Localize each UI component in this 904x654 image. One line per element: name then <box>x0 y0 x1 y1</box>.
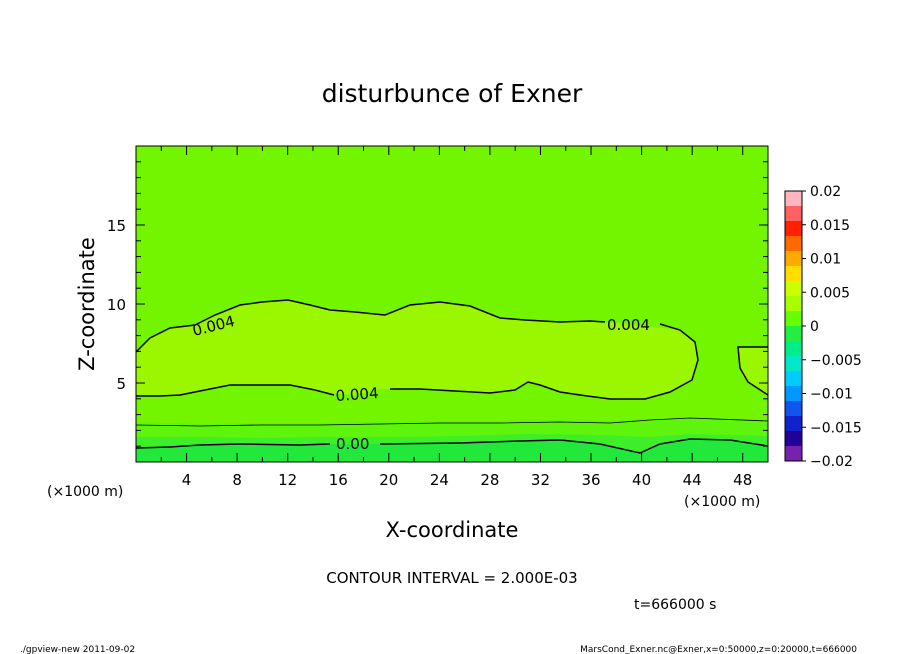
contour-interval: CONTOUR INTERVAL = 2.000E-03 <box>326 569 577 587</box>
colorbar-swatch <box>785 371 802 387</box>
colorbar-swatch <box>785 356 802 372</box>
footer-left: ./gpview-new 2011-09-02 <box>20 645 135 654</box>
colorbar: 0.02 0.015 0.01 0.005 0 −0.005 −0.01 −0.015 −0.0… <box>784 184 862 470</box>
colorbar-label: −0.015 <box>810 420 862 436</box>
y-tick-label: 10 <box>107 296 126 314</box>
plot-area <box>135 145 769 463</box>
colorbar-swatch <box>785 386 802 402</box>
x-tick-label: 4 <box>182 471 192 489</box>
footer-right: MarsCond_Exner.nc@Exner,x=0:50000,z=0:20… <box>580 645 857 654</box>
y-tick-label: 5 <box>116 375 126 393</box>
x-tick-label: 44 <box>683 471 702 489</box>
colorbar-swatch <box>785 311 802 327</box>
colorbar-label: 0.015 <box>810 218 850 234</box>
colorbar-swatch <box>785 446 802 462</box>
contour-line-zero-right <box>379 438 768 454</box>
colorbar-swatch <box>785 431 802 447</box>
colorbar-swatch <box>785 326 802 342</box>
x-tick-label: 36 <box>581 471 600 489</box>
y-axis-label: Z-coordinate <box>75 237 99 371</box>
positive-region <box>136 300 698 399</box>
contour-line-upper-right <box>390 323 699 400</box>
colorbar-label: −0.005 <box>810 353 862 369</box>
colorbar-label: 0.02 <box>810 184 841 200</box>
x-tick-label: 28 <box>480 471 499 489</box>
contour-label: 0.004 <box>607 316 650 334</box>
colorbar-swatch <box>785 401 802 417</box>
x-axis-label: X-coordinate <box>386 518 519 542</box>
colorbar-swatch <box>785 416 802 432</box>
y-tick-label: 15 <box>107 217 126 235</box>
colorbar-swatch <box>785 281 802 297</box>
x-tick-label: 20 <box>379 471 398 489</box>
colorbar-swatch <box>785 236 802 252</box>
x-unit-left: (×1000 m) <box>47 484 123 500</box>
contour-line-thin <box>136 417 768 427</box>
contour-line-lower-left <box>136 384 335 397</box>
x-tick-label: 48 <box>733 471 752 489</box>
colorbar-swatch <box>785 341 802 357</box>
colorbar-label: 0.005 <box>810 285 850 301</box>
contour-label: 0.00 <box>336 435 369 453</box>
x-tick-label: 16 <box>329 471 348 489</box>
colorbar-swatch <box>785 221 802 237</box>
y-axis: 5 10 15 <box>107 161 768 447</box>
x-tick-label: 32 <box>531 471 550 489</box>
x-tick-label: 24 <box>430 471 449 489</box>
chart-title: disturbunce of Exner <box>322 79 583 108</box>
low-band-3 <box>136 439 768 462</box>
colorbar-label: −0.02 <box>810 454 853 470</box>
colorbar-label: −0.01 <box>810 387 853 403</box>
x-tick-label: 12 <box>278 471 297 489</box>
colorbar-label: 0.01 <box>810 252 841 268</box>
colorbar-swatch <box>785 296 802 312</box>
colorbar-label: 0 <box>810 319 819 335</box>
x-unit-right: (×1000 m) <box>684 494 760 510</box>
colorbar-swatch <box>785 206 802 222</box>
x-axis: 4 8 12 16 20 24 28 32 36 40 44 48 <box>160 146 752 489</box>
time-stamp: t=666000 s <box>634 597 716 613</box>
x-tick-label: 40 <box>632 471 651 489</box>
colorbar-swatch <box>785 191 802 207</box>
x-tick-label: 8 <box>232 471 242 489</box>
contour-line-upper <box>136 299 606 353</box>
colorbar-swatch <box>785 251 802 267</box>
contour-label: 0.004 <box>335 384 379 405</box>
colorbar-swatch <box>785 266 802 282</box>
contour-line-zero <box>136 443 331 449</box>
contour-line-right-edge <box>737 346 768 396</box>
